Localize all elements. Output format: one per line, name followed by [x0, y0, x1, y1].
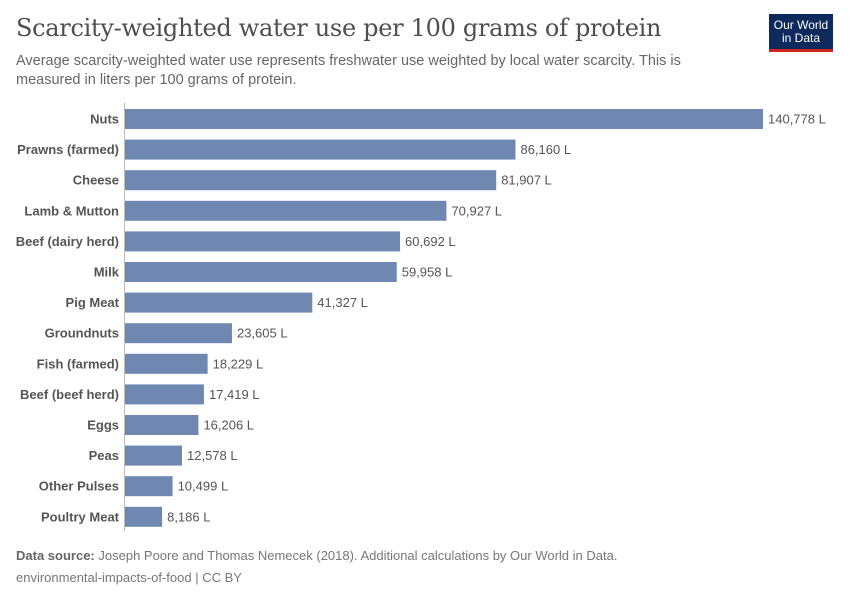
bar[interactable]	[125, 292, 313, 313]
category-label: Fish (farmed)	[37, 356, 119, 371]
category-label: Beef (dairy herd)	[16, 234, 119, 249]
value-label: 70,927 L	[451, 203, 502, 218]
bar[interactable]	[125, 200, 447, 221]
source-label: Data source:	[16, 548, 95, 563]
owid-logo[interactable]: Our World in Data	[769, 14, 833, 52]
value-label: 16,206 L	[203, 418, 254, 433]
bar[interactable]	[125, 384, 204, 405]
value-label: 59,958 L	[402, 265, 453, 280]
bar[interactable]	[125, 476, 173, 497]
chart-title: Scarcity-weighted water use per 100 gram…	[16, 14, 662, 42]
bar[interactable]	[125, 231, 401, 252]
bar[interactable]	[125, 139, 516, 160]
data-source: Data source: Joseph Poore and Thomas Nem…	[16, 548, 617, 563]
value-label: 18,229 L	[213, 356, 264, 371]
value-label: 17,419 L	[209, 387, 260, 402]
bar[interactable]	[125, 445, 183, 466]
category-label: Eggs	[87, 418, 119, 433]
source-text: Joseph Poore and Thomas Nemecek (2018). …	[98, 548, 618, 563]
category-label: Lamb & Mutton	[24, 203, 119, 218]
bar[interactable]	[125, 323, 232, 344]
category-label: Beef (beef herd)	[20, 387, 119, 402]
category-label: Other Pulses	[39, 479, 119, 494]
category-label: Pig Meat	[66, 295, 120, 310]
category-label: Poultry Meat	[41, 509, 120, 524]
category-label: Peas	[89, 448, 119, 463]
value-label: 8,186 L	[167, 509, 210, 524]
license[interactable]: environmental-impacts-of-food | CC BY	[16, 570, 242, 585]
category-label: Groundnuts	[45, 326, 119, 341]
category-label: Milk	[94, 265, 120, 280]
value-label: 23,605 L	[237, 326, 288, 341]
bar[interactable]	[125, 506, 163, 527]
bar[interactable]	[125, 170, 497, 191]
bar[interactable]	[125, 262, 397, 282]
category-label: Nuts	[90, 112, 119, 127]
value-label: 41,327 L	[317, 295, 368, 310]
chart-subtitle: Average scarcity-weighted water use repr…	[16, 53, 681, 88]
bar[interactable]	[125, 415, 199, 435]
value-label: 86,160 L	[520, 142, 571, 157]
value-label: 60,692 L	[405, 234, 456, 249]
value-label: 81,907 L	[501, 173, 552, 188]
bar[interactable]	[125, 109, 763, 129]
value-label: 140,778 L	[768, 112, 826, 127]
value-label: 12,578 L	[187, 448, 238, 463]
category-label: Prawns (farmed)	[17, 142, 119, 157]
category-label: Cheese	[73, 173, 119, 188]
value-label: 10,499 L	[178, 479, 229, 494]
bar[interactable]	[125, 353, 208, 374]
